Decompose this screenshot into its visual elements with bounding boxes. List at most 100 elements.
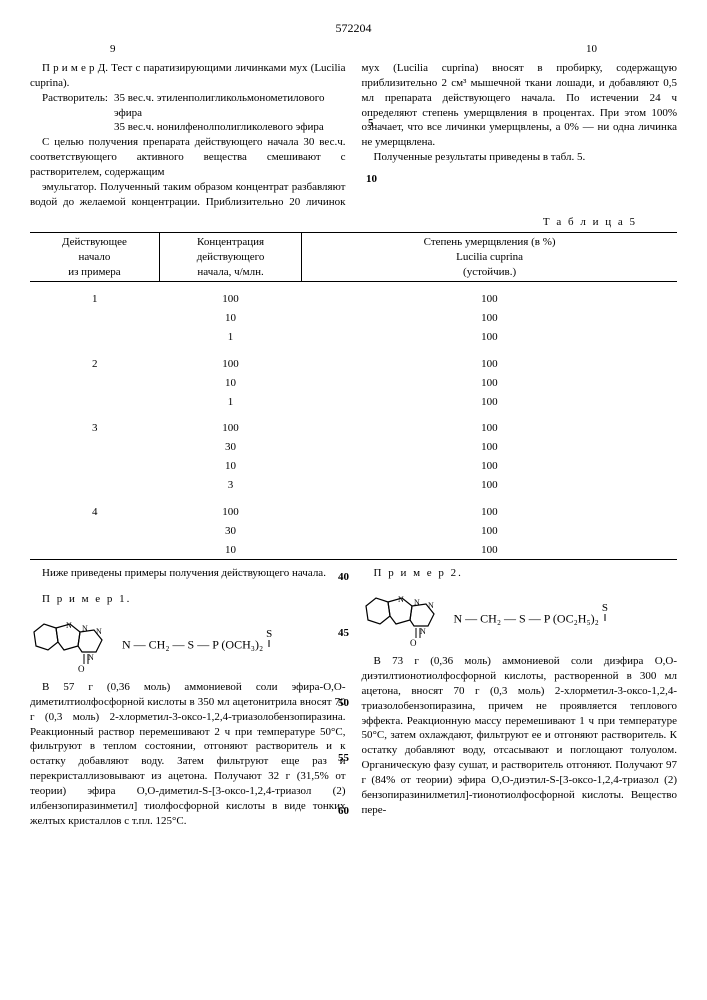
table-cell: 1 — [159, 328, 301, 347]
table-cell: 100 — [302, 282, 677, 309]
table-cell: 100 — [302, 347, 677, 374]
table5: Действующее начало из примера Концентрац… — [30, 232, 677, 561]
page: 572204 9 10 5 10 П р и м е р Д. Тест с п… — [30, 20, 677, 829]
example2-label: П р и м е р 2. — [362, 566, 678, 581]
solvent-label-blank — [42, 120, 114, 135]
table-row: 30100 — [30, 438, 677, 457]
table-row: 3100100 — [30, 411, 677, 438]
svg-text:N: N — [96, 627, 102, 636]
table-cell — [30, 541, 159, 560]
formula-n: N — [454, 612, 463, 626]
table-cell: 100 — [302, 309, 677, 328]
table-row: 10100 — [30, 309, 677, 328]
document-number: 572204 — [30, 20, 677, 36]
examples-intro: Ниже приведены примеры получения действу… — [30, 566, 346, 581]
th-c1-line1: Действующее — [36, 235, 153, 250]
table-cell: 1 — [30, 282, 159, 309]
table-cell: 100 — [302, 476, 677, 495]
table-cell: 30 — [159, 438, 301, 457]
line-marker: 40 — [338, 570, 349, 585]
page-numbers: 9 10 — [30, 42, 677, 57]
table-cell: 100 — [302, 457, 677, 476]
table-cell: 100 — [302, 541, 677, 560]
example1-body: В 57 г (0,36 моль) аммониевой соли эфира… — [30, 680, 346, 828]
example1-block: Ниже приведены примеры получения действу… — [30, 566, 346, 828]
svg-text:N: N — [428, 601, 434, 610]
example2-structure: N N N N O N — CH₂ — S — P (OC₂H₅)₂ S‖ — [362, 592, 678, 648]
table-cell — [30, 522, 159, 541]
table-cell — [30, 438, 159, 457]
table-cell: 100 — [159, 282, 301, 309]
th-c3-line2: Lucilia cuprina — [308, 250, 671, 265]
line-marker: 10 — [366, 172, 377, 187]
table-cell — [30, 457, 159, 476]
table-cell: 10 — [159, 374, 301, 393]
table5-caption: Т а б л и ц а 5 — [30, 215, 637, 230]
th-c1-line3: из примера — [36, 265, 153, 280]
th-c2-line1: Концентрация — [166, 235, 295, 250]
table-row: 3100 — [30, 476, 677, 495]
right-paragraph-2: Полученные результаты приведены в табл. … — [362, 150, 678, 165]
example2-body: В 73 г (0,36 моль) аммониевой соли диэфи… — [362, 654, 678, 817]
example1-structure: N N N N O N — CH₂ — S — P (OCH₃)₂ S‖ — [30, 618, 346, 674]
table-cell: 100 — [159, 411, 301, 438]
table-cell: 100 — [302, 393, 677, 412]
example2-formula-tail: N — CH₂ — S — P (OC₂H₅)₂ S‖ — [454, 610, 608, 630]
fused-ring-icon: N N N N O — [30, 618, 116, 674]
solvent-value-2: 35 вес.ч. нонилфенолполигликолевого эфир… — [114, 120, 346, 135]
example1-label: П р и м е р 1. — [30, 592, 346, 607]
example2-block: П р и м е р 2. N N N N — [362, 566, 678, 817]
table-row: 1100100 — [30, 282, 677, 309]
svg-text:N: N — [414, 598, 420, 607]
formula-text: — CH₂ — S — P (OCH₃)₂ — [134, 638, 263, 652]
upper-two-column: П р и м е р Д. Тест с паратизирующими ли… — [30, 61, 677, 211]
svg-text:N: N — [398, 595, 404, 604]
table-row: 1100 — [30, 328, 677, 347]
formula-text: — CH₂ — S — P (OC₂H₅)₂ — [465, 612, 599, 626]
svg-text:N: N — [420, 627, 426, 636]
th-c1-line2: начало — [36, 250, 153, 265]
table-cell: 100 — [159, 347, 301, 374]
table-row: 10100 — [30, 457, 677, 476]
solvent-block: Растворитель: 35 вес.ч. этиленполигликол… — [42, 91, 346, 136]
table-cell: 3 — [30, 411, 159, 438]
table-cell: 30 — [159, 522, 301, 541]
table-cell: 3 — [159, 476, 301, 495]
table-cell: 100 — [302, 438, 677, 457]
table-row: 1100 — [30, 393, 677, 412]
table-cell: 100 — [302, 374, 677, 393]
table-cell: 4 — [30, 495, 159, 522]
table-cell: 1 — [159, 393, 301, 412]
th-c2-line2: действующего — [166, 250, 295, 265]
thiophosphoryl-icon: S‖ — [602, 604, 608, 624]
table-cell — [30, 393, 159, 412]
svg-text:O: O — [410, 638, 417, 648]
page-number-right: 10 — [586, 42, 597, 57]
table-cell: 10 — [159, 541, 301, 560]
line-marker: 60 — [338, 804, 349, 819]
left-paragraph-2: С целью получения препарата действующего… — [30, 135, 346, 180]
line-marker: 45 — [338, 626, 349, 641]
th-c3-line1: Степень умерщвления (в %) — [308, 235, 671, 250]
table-row: 10100 — [30, 374, 677, 393]
line-marker: 55 — [338, 751, 349, 766]
line-marker: 5 — [368, 116, 374, 131]
table-cell: 2 — [30, 347, 159, 374]
svg-text:O: O — [78, 664, 85, 674]
example1-formula-tail: N — CH₂ — S — P (OCH₃)₂ S‖ — [122, 636, 272, 656]
table-cell — [30, 476, 159, 495]
svg-text:N: N — [82, 624, 88, 633]
table-cell — [30, 374, 159, 393]
table-cell: 100 — [302, 411, 677, 438]
table-cell: 10 — [159, 309, 301, 328]
table-cell — [30, 328, 159, 347]
table-row: 30100 — [30, 522, 677, 541]
table-cell — [30, 309, 159, 328]
table-cell: 100 — [302, 522, 677, 541]
solvent-label: Растворитель: — [42, 91, 114, 121]
solvent-value-1: 35 вес.ч. этиленполигликольмонометиловог… — [114, 91, 346, 121]
page-number-left: 9 — [110, 42, 116, 57]
table-cell: 10 — [159, 457, 301, 476]
th-c3-line3: (устойчив.) — [308, 265, 671, 280]
line-marker: 50 — [338, 696, 349, 711]
